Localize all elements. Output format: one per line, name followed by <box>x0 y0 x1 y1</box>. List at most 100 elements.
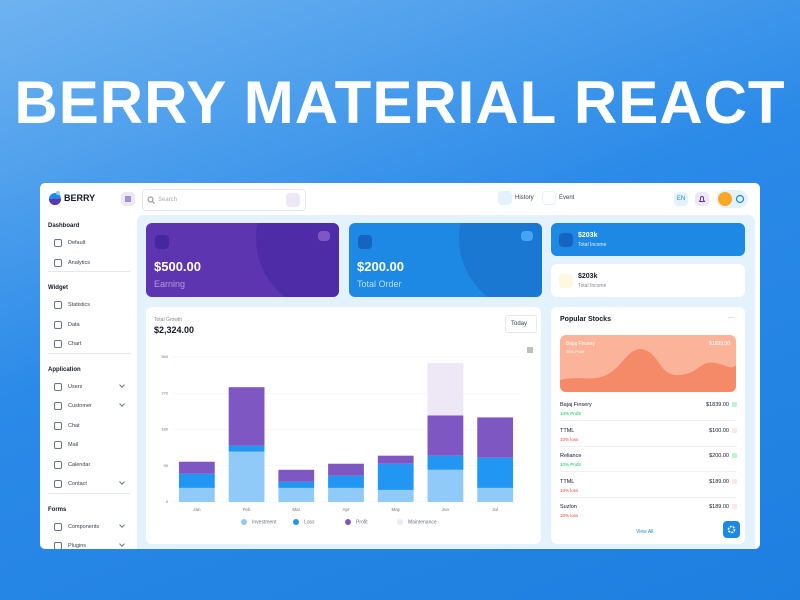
sidebar-icon[interactable] <box>54 340 62 348</box>
order-value: $200.00 <box>357 259 404 274</box>
stock-name: Reliance <box>560 453 582 460</box>
submenu-chevron[interactable] <box>119 381 125 388</box>
y-tick-label: 360 <box>161 354 168 359</box>
submenu-chevron[interactable] <box>119 541 125 547</box>
sidebar-icon[interactable] <box>54 522 62 531</box>
legend-swatch <box>397 519 403 525</box>
submenu-chevron[interactable] <box>119 401 125 407</box>
submenu-chevron[interactable] <box>119 521 125 528</box>
sidebar-divider <box>48 271 130 272</box>
stock-change: 10% Profit <box>560 411 581 416</box>
sidebar-divider <box>48 492 130 494</box>
sidebar-icon[interactable] <box>54 480 62 488</box>
sidebar-icon[interactable] <box>54 441 62 449</box>
x-tick-label: Jun <box>442 507 450 512</box>
legend-swatch <box>241 519 247 525</box>
stock-divider <box>560 496 736 498</box>
stock-price: $200.00 <box>709 453 729 460</box>
earning-card: $500.00 Earning <box>146 223 339 297</box>
stock-price: $100.00 <box>709 427 729 434</box>
submenu-chevron[interactable] <box>119 479 125 485</box>
bar-segment <box>377 463 414 490</box>
sidebar-divider <box>48 352 130 354</box>
featured-price: $1839.00 <box>709 341 730 347</box>
logo <box>49 191 61 205</box>
sidebar-icon[interactable] <box>54 239 62 247</box>
bar-segment <box>328 475 364 488</box>
language-button[interactable]: EN <box>674 192 688 206</box>
bar-segment <box>427 415 464 456</box>
sidebar-item[interactable]: Chat <box>68 422 80 429</box>
x-tick-label: Mar <box>292 507 300 512</box>
sidebar-icon[interactable] <box>54 402 62 410</box>
sidebar-item[interactable]: Users <box>68 383 83 390</box>
order-label: Total Order <box>357 279 402 289</box>
chart-menu[interactable] <box>526 347 534 353</box>
bar-segment <box>228 445 265 452</box>
history-link[interactable]: History <box>515 195 534 201</box>
earning-value: $500.00 <box>154 259 201 274</box>
stock-change: 10% loss <box>560 513 579 519</box>
legend-swatch <box>293 519 299 525</box>
sidebar-icon[interactable] <box>54 301 62 309</box>
app-window: BERRY Search History Event EN $500.00 Ea… <box>40 183 760 549</box>
income-card-primary: $203k Total Income <box>551 223 745 256</box>
sidebar-item[interactable]: Chart <box>68 341 82 347</box>
order-card: $200.00 Total Order <box>349 223 542 297</box>
notification-button[interactable] <box>695 192 709 206</box>
stock-trend <box>732 478 737 484</box>
stock-change: 10% loss <box>560 487 579 493</box>
sidebar-item[interactable]: Mail <box>68 442 79 448</box>
search-box[interactable]: Search <box>142 189 306 211</box>
settings-button[interactable] <box>723 521 740 538</box>
sidebar-item[interactable]: Calendar <box>68 461 91 468</box>
sidebar-section-title: Dashboard <box>48 223 80 229</box>
sidebar-icon[interactable] <box>54 460 62 469</box>
featured-name: Bajaj Finsery <box>566 341 595 347</box>
growth-title: Total Growth <box>154 317 183 323</box>
sidebar-icon[interactable] <box>54 421 62 430</box>
sidebar-icon[interactable] <box>54 320 62 329</box>
hero-title: BERRY MATERIAL REACT <box>14 69 786 136</box>
y-tick-label: 180 <box>161 427 168 432</box>
legend-swatch <box>345 519 351 525</box>
stock-trend <box>732 402 737 407</box>
bar-segment <box>278 481 315 488</box>
sidebar-icon[interactable] <box>54 382 62 391</box>
sidebar-item[interactable]: Contact <box>68 481 87 487</box>
y-tick-label: 270 <box>161 390 168 395</box>
legend-label: Maintenance <box>408 519 437 525</box>
bar-segment <box>477 487 514 502</box>
sidebar-item[interactable]: Components <box>68 523 100 530</box>
sidebar-icon[interactable] <box>54 258 62 267</box>
y-tick-label: 90 <box>164 463 169 468</box>
sidebar-item[interactable]: Analytics <box>68 259 91 266</box>
profile-button[interactable] <box>716 190 748 208</box>
x-tick-label: Feb <box>243 507 251 512</box>
income-label: Total Income <box>578 242 607 248</box>
bar-segment <box>477 417 514 458</box>
event-icon[interactable] <box>542 191 556 205</box>
sidebar-item[interactable]: Data <box>68 321 80 328</box>
sidebar-item[interactable]: Default <box>68 240 86 246</box>
filter-button[interactable] <box>286 193 300 207</box>
event-link[interactable]: Event <box>559 195 575 201</box>
sidebar-item[interactable]: Statistics <box>68 302 91 308</box>
bar-segment <box>427 469 464 502</box>
menu-toggle[interactable] <box>121 192 135 206</box>
period-select[interactable]: Today <box>505 315 537 333</box>
stocks-menu[interactable]: ··· <box>728 315 734 321</box>
bar-segment <box>278 487 315 502</box>
bar-segment <box>178 461 215 474</box>
sidebar-item[interactable]: Customer <box>68 403 92 409</box>
history-icon[interactable] <box>498 191 512 205</box>
stock-trend <box>732 453 737 459</box>
sidebar-item[interactable]: Plugins <box>68 543 87 549</box>
stock-change: 10% Profit <box>560 462 581 468</box>
sidebar-icon[interactable] <box>54 542 62 549</box>
bar-segment <box>328 463 364 476</box>
featured-change: 10% Profit <box>566 349 585 354</box>
bar-segment <box>427 363 464 416</box>
view-all[interactable]: View All <box>636 529 654 535</box>
